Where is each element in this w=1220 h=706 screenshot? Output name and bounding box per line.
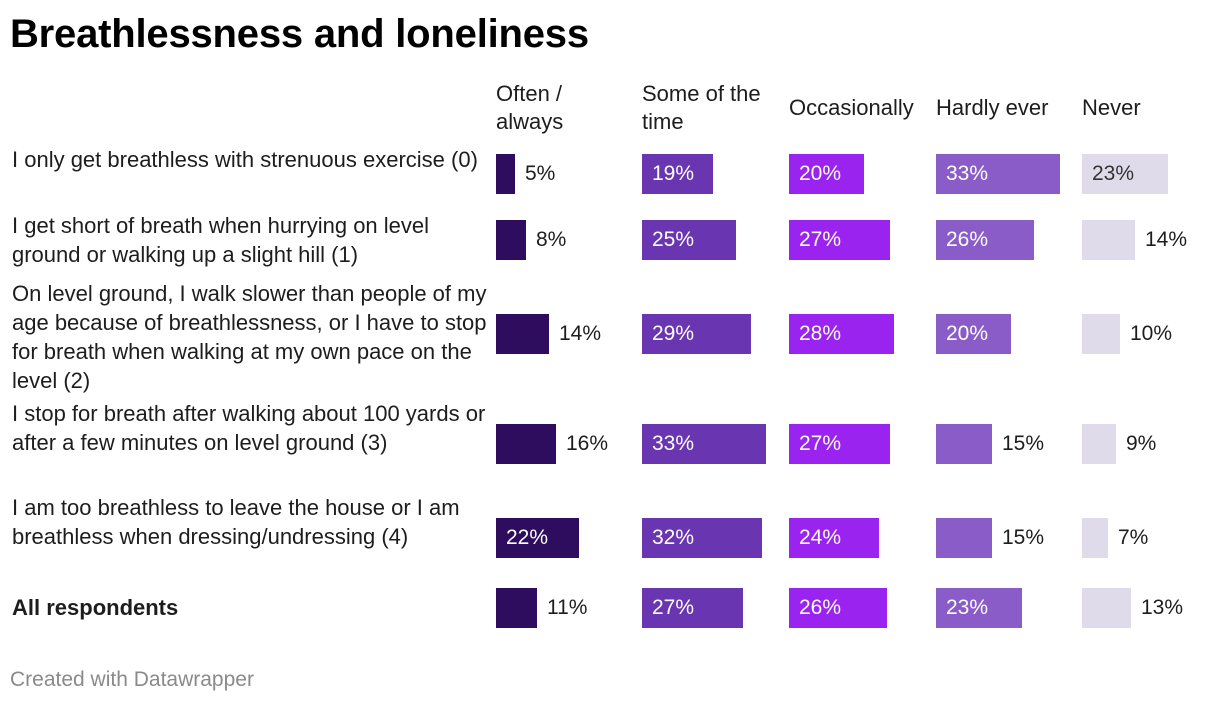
data-label: 5% (525, 162, 556, 185)
bar (642, 314, 751, 354)
data-label: 26% (799, 596, 842, 619)
footer-credit[interactable]: Created with Datawrapper (10, 668, 254, 691)
bar (1082, 518, 1108, 558)
data-label: 13% (1141, 596, 1184, 619)
data-label: 28% (799, 322, 842, 345)
bar (936, 588, 1022, 628)
data-label: 27% (799, 228, 842, 251)
data-label: 33% (946, 162, 989, 185)
bar (936, 220, 1034, 260)
data-label: 15% (1002, 526, 1045, 549)
bar (496, 424, 556, 464)
data-label: 15% (1002, 432, 1045, 455)
bar (642, 424, 766, 464)
bar (789, 588, 887, 628)
data-label: 20% (946, 322, 989, 345)
bar (496, 588, 537, 628)
data-label: 26% (946, 228, 989, 251)
bar (936, 424, 992, 464)
bar (642, 588, 743, 628)
data-label: 32% (652, 526, 695, 549)
data-label: 14% (1145, 228, 1188, 251)
data-label: 22% (506, 526, 549, 549)
data-label: 23% (1092, 162, 1135, 185)
data-label: 16% (566, 432, 609, 455)
row-label: I stop for breath after walking about 10… (12, 401, 486, 455)
column-header: Often / always (496, 81, 564, 134)
bar (936, 518, 992, 558)
data-label: 19% (652, 162, 695, 185)
column-header: Some of the time (642, 81, 761, 134)
data-label: 8% (536, 228, 567, 251)
bar (789, 424, 890, 464)
data-label: 25% (652, 228, 695, 251)
bar (642, 220, 736, 260)
column-header: Hardly ever (936, 95, 1049, 120)
bar (496, 518, 579, 558)
bar (1082, 314, 1120, 354)
row-label: I only get breathless with strenuous exe… (12, 147, 478, 172)
data-label: 24% (799, 526, 842, 549)
data-label: 9% (1126, 432, 1157, 455)
data-label: 14% (559, 322, 602, 345)
bar (496, 314, 549, 354)
bar (936, 154, 1060, 194)
bar (789, 220, 890, 260)
row-label: All respondents (12, 595, 179, 620)
column-header: Occasionally (789, 95, 914, 120)
data-label: 10% (1130, 322, 1173, 345)
bar (789, 154, 864, 194)
data-label: 27% (799, 432, 842, 455)
column-header: Never (1082, 95, 1141, 120)
bar (936, 314, 1011, 354)
bar (496, 220, 526, 260)
row-label: I am too breathless to leave the house o… (12, 495, 460, 549)
data-label: 33% (652, 432, 695, 455)
bar (496, 154, 515, 194)
row-label: On level ground, I walk slower than peop… (12, 281, 487, 393)
row-label: I get short of breath when hurrying on l… (12, 213, 430, 267)
data-label: 27% (652, 596, 695, 619)
bar (1082, 154, 1168, 194)
bar (642, 518, 762, 558)
data-label: 20% (799, 162, 842, 185)
data-label: 11% (547, 596, 588, 619)
bar (789, 314, 894, 354)
bar (789, 518, 879, 558)
data-label: 29% (652, 322, 695, 345)
bar (1082, 220, 1135, 260)
bar (642, 154, 713, 194)
chart-title: Breathlessness and loneliness (10, 12, 589, 56)
data-label: 7% (1118, 526, 1149, 549)
bar (1082, 424, 1116, 464)
bar (1082, 588, 1131, 628)
data-label: 23% (946, 596, 989, 619)
